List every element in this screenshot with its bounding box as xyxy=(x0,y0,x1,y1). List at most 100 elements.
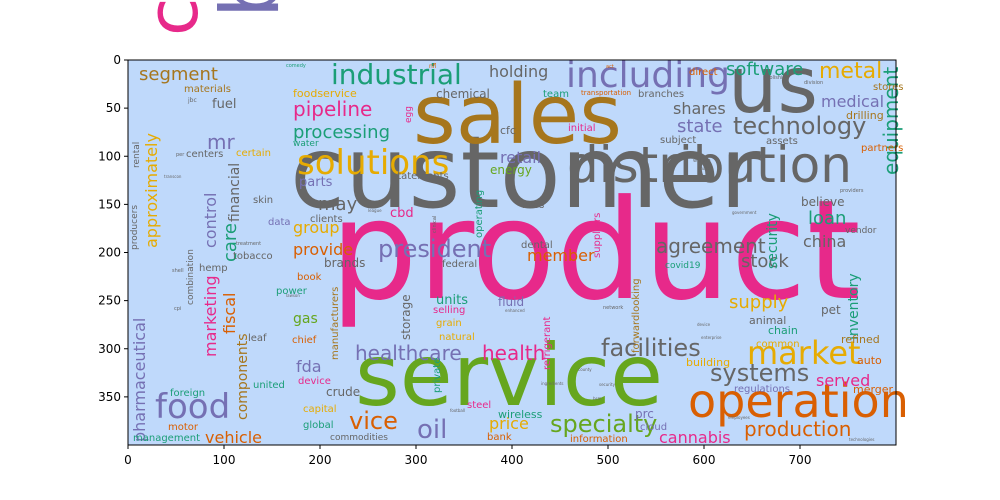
word-prc: prc xyxy=(635,407,654,421)
word-technology: technology xyxy=(733,112,866,140)
word-grain: grain xyxy=(436,318,462,329)
word-manufacturers: manufacturers xyxy=(330,287,341,360)
word-control: control xyxy=(201,193,220,248)
word-leaf: leaf xyxy=(248,333,267,344)
word-covid19: covid19 xyxy=(665,261,701,271)
word-retail: retail xyxy=(500,148,541,167)
word-processing: processing xyxy=(293,122,390,143)
x-tick-label: 400 xyxy=(501,453,524,467)
word-refrigerant: refrigerant xyxy=(542,316,553,370)
word-foreign: foreign xyxy=(170,388,205,399)
word-assets: assets xyxy=(766,136,798,147)
word-shares: shares xyxy=(673,99,726,118)
word-pharmaceutical: pharmaceutical xyxy=(130,318,149,442)
word-combination: combination xyxy=(186,249,196,305)
word-chain: chain xyxy=(768,324,798,337)
word-team: team xyxy=(543,89,569,100)
word-forwardlooking: forwardlooking xyxy=(631,278,642,353)
word-medical: medical xyxy=(821,92,884,111)
word-holding: holding xyxy=(489,62,548,81)
word-enterprise: enterprise xyxy=(701,335,722,340)
word-specialty: specialty xyxy=(550,410,657,438)
word-league: league xyxy=(368,208,382,213)
word-federal: federal xyxy=(442,259,477,270)
word-motor: motor xyxy=(168,422,199,433)
word-member: member xyxy=(527,246,595,265)
word-enhanced: enhanced xyxy=(505,308,525,313)
x-tick-label: 500 xyxy=(597,453,620,467)
word-steel: steel xyxy=(467,400,491,411)
word-systems: systems xyxy=(710,359,809,387)
word-commodities: commodities xyxy=(330,433,388,443)
word-believe: believe xyxy=(801,195,845,209)
word-chief: chief xyxy=(292,335,317,346)
word-county: county xyxy=(578,367,592,372)
word-vehicle: vehicle xyxy=(205,428,262,447)
word-merger: merger xyxy=(853,383,894,396)
x-tick-label: 100 xyxy=(213,453,236,467)
word-storage: storage xyxy=(399,294,413,340)
word-animal: animal xyxy=(749,314,786,327)
word-software: software xyxy=(726,59,803,80)
word-facilities: facilities xyxy=(601,334,701,362)
x-tick-label: 0 xyxy=(124,453,132,467)
word-marketing: marketing xyxy=(201,275,220,357)
x-tick-label: 600 xyxy=(693,453,716,467)
word-provide: provide xyxy=(293,240,353,259)
word-jbc: jbc xyxy=(187,97,197,104)
y-tick-label: 100 xyxy=(98,149,121,163)
word-rental: rental xyxy=(132,142,142,168)
word-united: united xyxy=(253,380,285,391)
word-production: production xyxy=(744,417,851,441)
word-inventory: inventory xyxy=(846,273,862,340)
word-centers: centers xyxy=(186,149,223,160)
word-cloud: cloud xyxy=(640,422,667,433)
word-service: service xyxy=(355,326,663,426)
word-auto: auto xyxy=(857,354,882,367)
y-tick-label: 50 xyxy=(106,101,121,115)
word-fluid: fluid xyxy=(498,295,524,309)
word-lawson: lawson xyxy=(286,293,300,298)
word-may: may xyxy=(318,194,358,215)
y-tick-label: 0 xyxy=(113,53,121,67)
word-global: global xyxy=(303,420,334,431)
word-agreement: agreement xyxy=(656,234,766,258)
word-providers: providers xyxy=(840,188,864,194)
y-tick-label: 150 xyxy=(98,197,121,211)
x-tick-label: 300 xyxy=(405,453,428,467)
word-hemp: hemp xyxy=(199,263,228,274)
word-stores: stores xyxy=(873,82,904,93)
word-brands: brands xyxy=(324,256,365,270)
word-dental: dental xyxy=(521,240,553,251)
word-security: security xyxy=(599,382,616,387)
word-price: price xyxy=(489,414,529,433)
word-president: president xyxy=(378,235,491,263)
word-water: water xyxy=(293,139,319,149)
word-stock: stock xyxy=(741,251,789,272)
word-components: components xyxy=(235,334,251,421)
word-certain: certain xyxy=(236,148,271,159)
word-suppliers: suppliers xyxy=(592,213,603,258)
word-cannabis: cannabis xyxy=(659,428,731,447)
word-tobacco: tobacco xyxy=(233,251,273,262)
word-served: served xyxy=(816,371,870,390)
word-state: state xyxy=(677,116,723,137)
word-oil: oil xyxy=(417,415,447,445)
word-device: device xyxy=(697,322,711,327)
word-book: book xyxy=(297,272,322,283)
word-financial: financial xyxy=(227,163,243,222)
word-healthcare: healthcare xyxy=(355,341,462,365)
word-wireless: wireless xyxy=(498,408,543,421)
word-shell: shell xyxy=(172,268,184,274)
word-segment: segment xyxy=(139,64,218,85)
word-sales: sales xyxy=(413,68,622,163)
word-fuel: fuel xyxy=(212,97,236,112)
word-china: china xyxy=(803,232,846,251)
word-gas: gas xyxy=(293,311,318,327)
plot-background xyxy=(128,60,896,445)
word-chemical: chemical xyxy=(436,87,490,101)
word-skin: skin xyxy=(253,195,273,206)
word-building: building xyxy=(686,356,730,369)
word-major: major xyxy=(698,166,713,172)
word-cpi: cpi xyxy=(174,306,181,312)
